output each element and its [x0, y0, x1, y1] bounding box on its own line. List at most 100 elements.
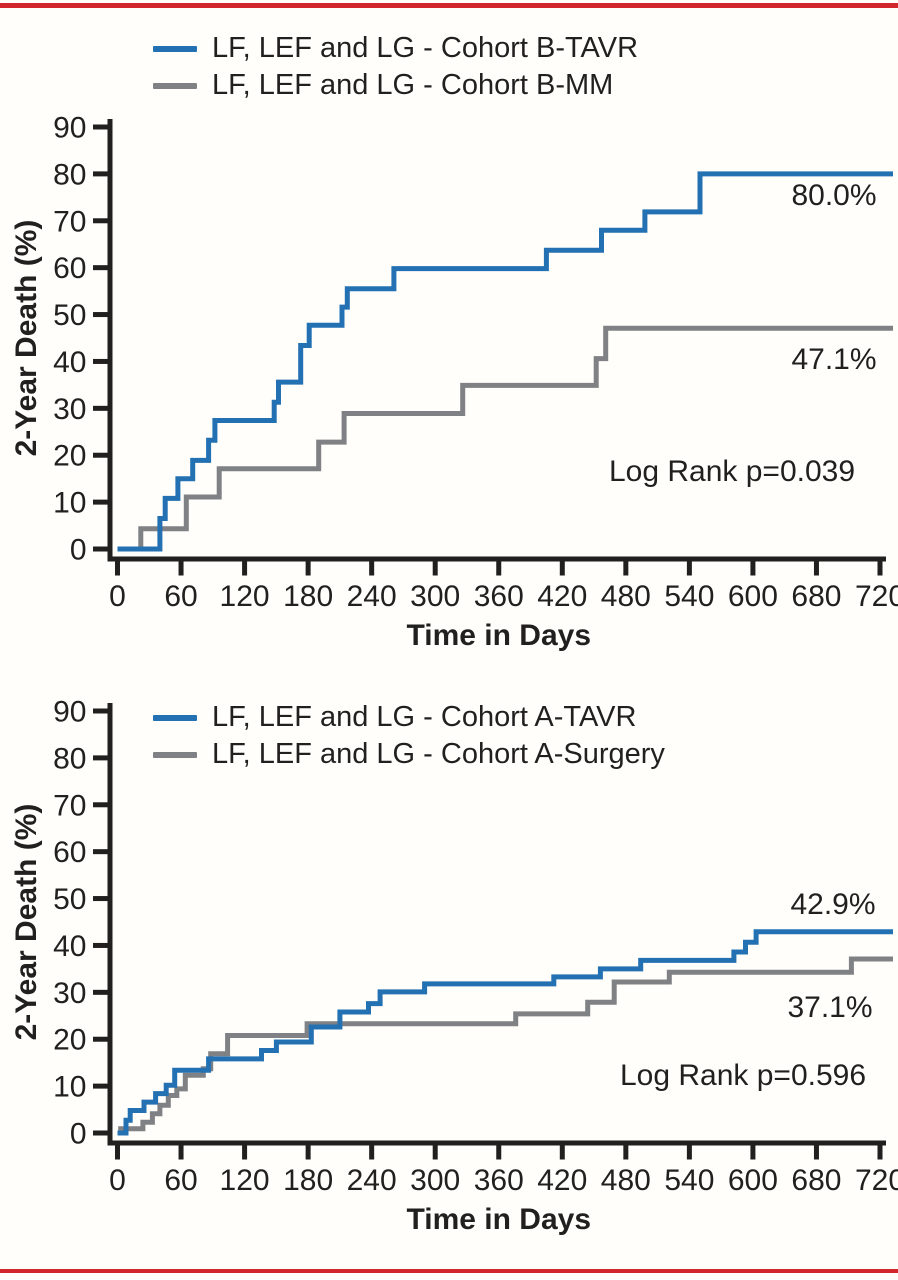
survival-curve	[117, 929, 893, 1136]
y-tick	[93, 499, 108, 505]
y-tick	[93, 755, 108, 761]
x-tick	[877, 561, 883, 576]
y-tick	[93, 708, 108, 714]
y-tick	[93, 546, 108, 552]
x-tick-label: 600	[728, 1164, 778, 1197]
y-tick	[93, 849, 108, 855]
y-tick-label: 20	[53, 440, 86, 473]
x-tick	[305, 561, 311, 576]
x-tick	[432, 561, 438, 576]
x-tick	[813, 1145, 819, 1160]
x-tick	[369, 561, 375, 576]
y-tick	[93, 452, 108, 458]
x-tick-label: 180	[283, 580, 333, 613]
x-tick	[178, 561, 184, 576]
x-tick-label: 540	[664, 1164, 714, 1197]
log-rank-label-a: Log Rank p=0.596	[619, 1059, 867, 1092]
y-tick	[93, 896, 108, 902]
y-tick-label: 50	[53, 299, 86, 332]
legend-item-a-surgery: LF, LEF and LG - Cohort A-Surgery	[153, 736, 665, 773]
x-tick-label: 300	[410, 580, 460, 613]
x-tick	[305, 1145, 311, 1160]
x-tick-label: 680	[791, 1164, 841, 1197]
x-tick-label: 120	[220, 1164, 270, 1197]
log-rank-label-b: Log Rank p=0.039	[608, 455, 856, 488]
y-tick	[93, 171, 108, 177]
x-tick	[813, 561, 819, 576]
y-tick	[93, 312, 108, 318]
survival-curve	[117, 325, 893, 552]
y-tick-label: 40	[53, 346, 86, 379]
x-tick	[432, 1145, 438, 1160]
x-tick-label: 420	[537, 1164, 587, 1197]
x-tick-label: 60	[164, 1164, 197, 1197]
y-tick	[93, 1036, 108, 1042]
endpoint-label-b-mm: 47.1%	[791, 343, 877, 376]
legend-item-b-mm: LF, LEF and LG - Cohort B-MM	[153, 67, 638, 104]
x-tick-label: 680	[791, 580, 841, 613]
y-axis-title-bottom: 2-Year Death (%)	[10, 803, 43, 1041]
x-tick	[750, 1145, 756, 1160]
endpoint-label-a-surgery: 37.1%	[787, 991, 873, 1024]
x-tick	[559, 561, 565, 576]
y-tick	[93, 942, 108, 948]
line-swatch-gray	[153, 82, 197, 89]
x-tick-label: 360	[474, 1164, 524, 1197]
legend-cohort-b: LF, LEF and LG - Cohort B-TAVR LF, LEF a…	[153, 30, 638, 104]
y-tick	[93, 1083, 108, 1089]
y-axis-spine	[107, 703, 113, 1146]
x-tick-label: 120	[220, 580, 270, 613]
x-tick-label: 0	[109, 580, 126, 613]
x-axis-title: Time in Days	[406, 1203, 591, 1236]
y-tick-label: 0	[70, 1118, 87, 1151]
legend-item-b-tavr: LF, LEF and LG - Cohort B-TAVR	[153, 30, 638, 67]
x-tick-label: 480	[601, 580, 651, 613]
x-tick	[115, 561, 120, 576]
line-swatch-gray	[153, 751, 197, 758]
chart-cohort-a: 0 10 20 30 40 50 60 70 80 90 0 60 120 180 240 300 360 420…	[53, 696, 898, 1237]
x-tick-label: 420	[537, 580, 587, 613]
legend-label: LF, LEF and LG - Cohort A-TAVR	[212, 701, 637, 733]
x-tick-label: 240	[347, 580, 397, 613]
x-tick	[750, 561, 756, 576]
line-swatch-blue	[153, 714, 197, 721]
x-tick	[686, 561, 692, 576]
x-axis-title: Time in Days	[406, 619, 591, 652]
y-tick	[93, 1130, 108, 1136]
y-tick-label: 0	[70, 534, 87, 567]
survival-curve	[117, 171, 893, 552]
x-tick-label: 720	[855, 580, 898, 613]
endpoint-label-b-tavr: 80.0%	[791, 179, 877, 212]
x-tick	[559, 1145, 565, 1160]
y-tick-label: 40	[53, 930, 86, 963]
x-tick-label: 720	[855, 1164, 898, 1197]
legend-label: LF, LEF and LG - Cohort A-Surgery	[212, 738, 665, 770]
legend-item-a-tavr: LF, LEF and LG - Cohort A-TAVR	[153, 699, 665, 736]
y-tick-label: 70	[53, 205, 86, 238]
bottom-red-rule	[0, 1269, 898, 1273]
top-red-rule	[0, 3, 898, 8]
y-tick	[93, 989, 108, 995]
y-tick	[93, 358, 108, 364]
y-tick	[93, 265, 108, 271]
chart-cohort-b: 0 10 20 30 40 50 60 70 80 90 0 60 120 180 240 300 360 420…	[53, 112, 898, 653]
y-tick	[93, 218, 108, 224]
y-tick-label: 90	[53, 696, 86, 729]
y-tick-label: 30	[53, 977, 86, 1010]
x-tick	[623, 561, 629, 576]
x-tick	[178, 1145, 184, 1160]
legend-label: LF, LEF and LG - Cohort B-MM	[212, 69, 614, 101]
y-tick-label: 60	[53, 836, 86, 869]
x-tick	[686, 1145, 692, 1160]
y-tick-label: 30	[53, 393, 86, 426]
x-axis-spine	[107, 1140, 886, 1146]
y-tick-label: 90	[53, 112, 86, 145]
x-tick-label: 240	[347, 1164, 397, 1197]
y-tick	[93, 124, 108, 130]
x-tick	[369, 1145, 375, 1160]
legend-label: LF, LEF and LG - Cohort B-TAVR	[212, 32, 639, 64]
y-tick-label: 10	[53, 1071, 86, 1104]
y-tick	[93, 405, 108, 411]
x-axis-spine	[107, 556, 886, 562]
